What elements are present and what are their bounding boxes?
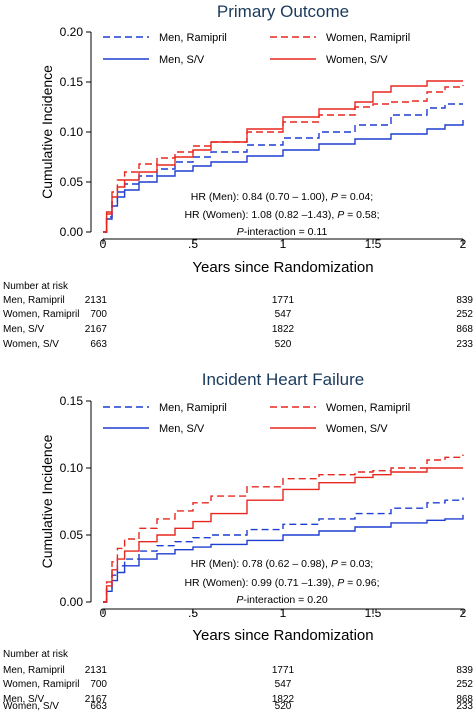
risk-value: 2167 — [85, 324, 108, 335]
y-tick-label: 0.00 — [60, 225, 84, 239]
risk-value: 233 — [456, 701, 473, 711]
y-axis-label: Cumulative Incidence — [39, 434, 55, 568]
risk-value: 700 — [90, 309, 107, 320]
risk-value: 868 — [456, 694, 473, 705]
legend-label: Men, Ramipril — [159, 402, 227, 414]
series-line-women-s-v — [103, 467, 463, 603]
x-tick-label: 1.5 — [365, 606, 382, 620]
chart-panel-2: Incident Heart Failure 0.00 0.05 0.10 0.15 0.… — [3, 370, 473, 711]
hr-annotation: HR (Women): 0.99 (0.71 –1.39), P = 0.96; — [184, 577, 379, 589]
hr-annotation: HR (Men): 0.78 (0.62 – 0.98), P = 0.03; — [191, 558, 373, 570]
risk-row-label: Men, Ramipril — [3, 295, 65, 306]
risk-value: 233 — [456, 339, 473, 350]
risk-row-label: Men, S/V — [3, 324, 44, 335]
legend-label: Men, Ramipril — [159, 32, 227, 44]
hr-annotation: P-interaction = 0.20 — [236, 594, 328, 606]
chart-title: Primary Outcome — [217, 2, 349, 21]
risk-value: 547 — [275, 679, 292, 690]
risk-row-label: Women, S/V — [3, 339, 59, 350]
series-line-men-s-v — [103, 120, 464, 233]
y-tick-label: 0.15 — [60, 394, 84, 408]
risk-value: 252 — [456, 309, 473, 320]
risk-value: 252 — [456, 679, 473, 690]
hr-annotation: HR (Women): 1.08 (0.82 –1.43), P = 0.58; — [184, 209, 379, 221]
y-tick-label: 0.05 — [60, 175, 84, 189]
chart-title: Incident Heart Failure — [202, 370, 365, 389]
legend-label: Women, Ramipril — [326, 32, 410, 44]
x-tick-label: 1 — [280, 606, 287, 620]
series-line-men-s-v — [103, 514, 464, 603]
y-tick-label: 0.10 — [60, 125, 84, 139]
risk-value: 547 — [275, 309, 292, 320]
risk-value: 1822 — [272, 694, 295, 705]
x-tick-label: 1 — [280, 237, 287, 251]
risk-value: 1771 — [272, 665, 295, 676]
risk-value: 2167 — [85, 694, 108, 705]
legend-label: Women, Ramipril — [326, 402, 410, 414]
risk-value: 1771 — [272, 295, 295, 306]
risk-table-header: Number at risk — [3, 649, 69, 660]
y-tick-label: 0.05 — [60, 528, 84, 542]
x-tick-label: .5 — [188, 237, 198, 251]
hr-annotation: P-interaction = 0.11 — [237, 226, 328, 238]
risk-value: 2131 — [85, 295, 108, 306]
y-tick-label: 0.10 — [60, 461, 84, 475]
x-axis-label: Years since Randomization — [192, 259, 373, 276]
y-tick-label: 0.20 — [60, 25, 84, 39]
risk-value: 839 — [456, 665, 473, 676]
risk-value: 663 — [90, 701, 107, 711]
y-axis-label: Cumulative Incidence — [39, 65, 55, 199]
x-tick-label: .5 — [188, 606, 198, 620]
risk-row-label: Women, S/V — [3, 701, 59, 711]
legend-label: Women, S/V — [326, 423, 388, 435]
risk-value: 520 — [275, 339, 292, 350]
chart-panel-1: Primary Outcome 0.00 0.05 0.10 0.15 0.20 0 .5 1 1… — [3, 2, 473, 350]
x-axis-label: Years since Randomization — [192, 627, 373, 644]
hr-annotation: HR (Men): 0.84 (0.70 – 1.00), P = 0.04; — [191, 191, 373, 203]
risk-value: 1822 — [272, 324, 295, 335]
x-tick-label: 2 — [460, 237, 467, 251]
risk-value: 2131 — [85, 665, 108, 676]
x-tick-label: 1.5 — [365, 237, 382, 251]
legend-label: Men, S/V — [159, 423, 205, 435]
risk-row-label: Women, Ramipril — [3, 309, 80, 320]
y-tick-label: 0.00 — [60, 595, 84, 609]
risk-row-label: Men, S/V — [3, 694, 44, 705]
risk-value: 839 — [456, 295, 473, 306]
x-tick-label: 0 — [100, 606, 107, 620]
legend-label: Men, S/V — [159, 54, 205, 66]
risk-value: 868 — [456, 324, 473, 335]
y-tick-label: 0.15 — [60, 75, 84, 89]
risk-value: 520 — [275, 701, 292, 711]
legend-label: Women, S/V — [326, 54, 388, 66]
risk-table-header: Number at risk — [3, 281, 69, 292]
risk-row-label: Men, Ramipril — [3, 665, 65, 676]
series-line-women-ramipril — [103, 454, 464, 603]
risk-value: 663 — [90, 339, 107, 350]
x-tick-label: 2 — [460, 606, 467, 620]
risk-value: 700 — [90, 679, 107, 690]
series-line-women-s-v — [103, 80, 463, 233]
x-tick-label: 0 — [100, 237, 107, 251]
risk-row-label: Women, Ramipril — [3, 679, 80, 690]
